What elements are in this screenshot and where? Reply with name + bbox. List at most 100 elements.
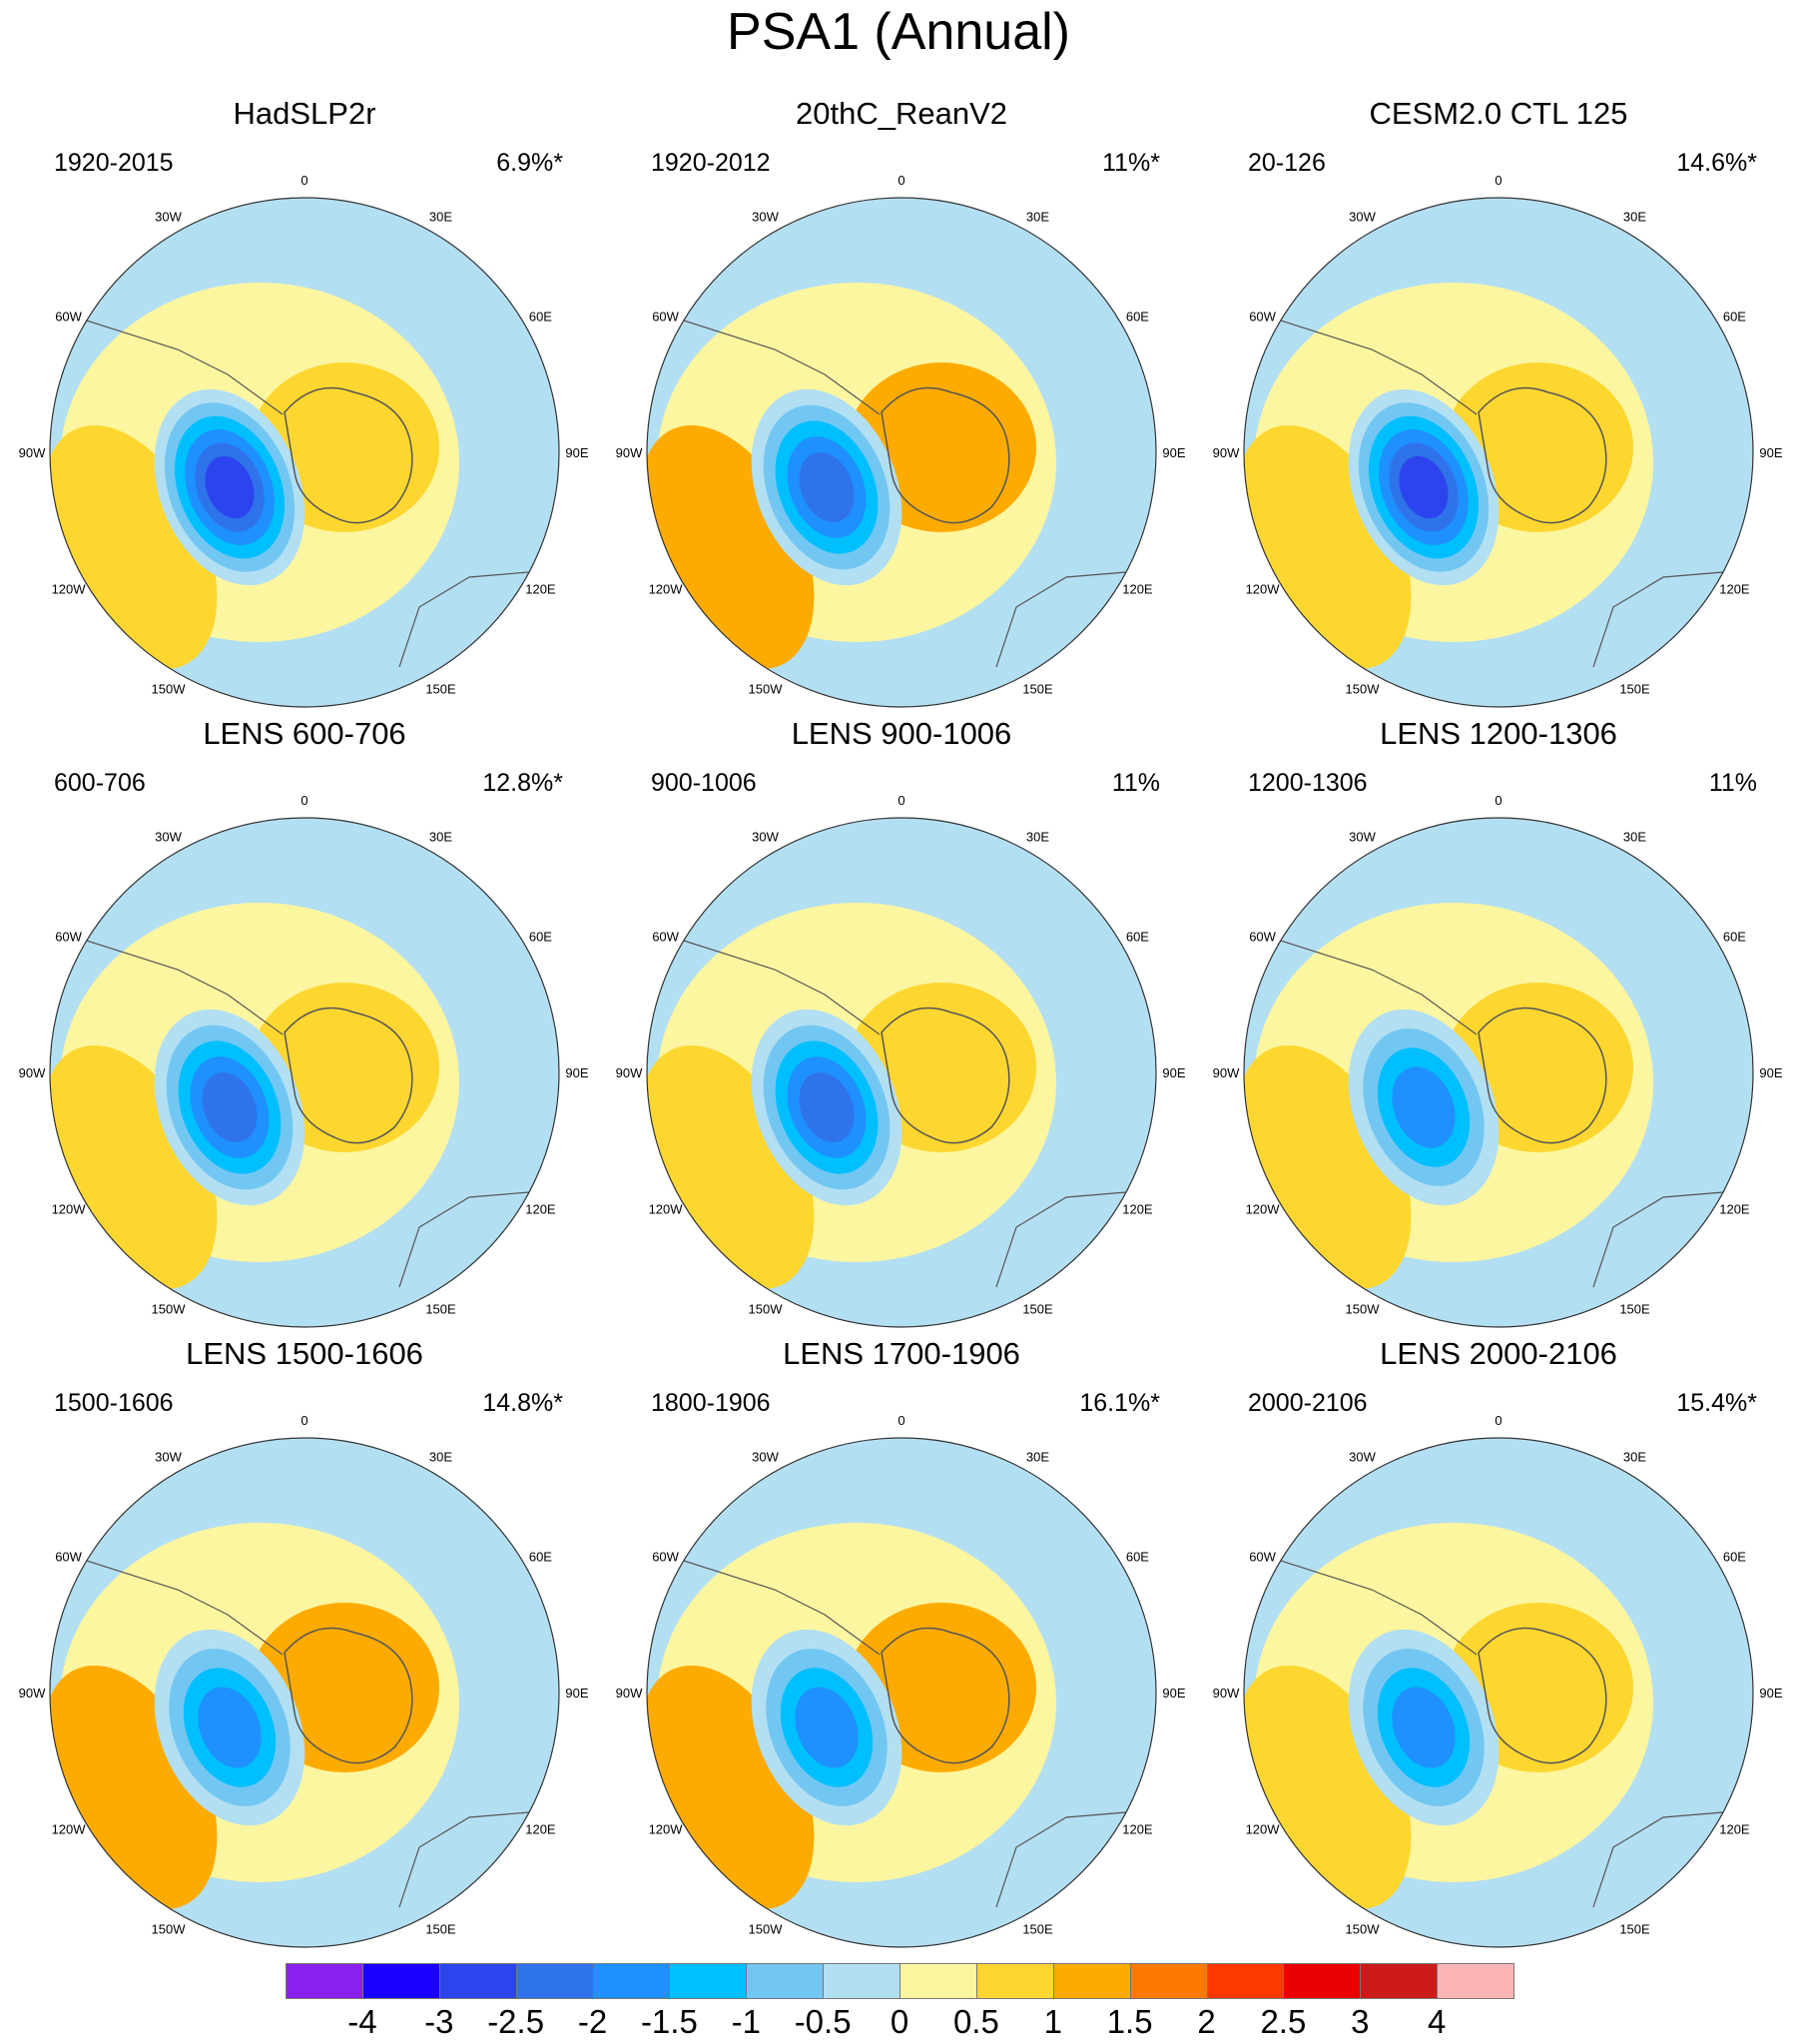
longitude-label: 150E — [425, 1921, 456, 1936]
longitude-label: 150W — [152, 681, 187, 696]
polar-map: 030E60E90E120E150E180150W120W90W60W30W — [1213, 1413, 1783, 1948]
longitude-label: 30E — [1623, 1450, 1646, 1465]
polar-map: 030E60E90E120E150E180150W120W90W60W30W — [616, 1413, 1186, 1948]
antarctica-coastline — [1478, 386, 1607, 524]
longitude-label: 30W — [752, 210, 779, 225]
antarctic-positive-core — [300, 1650, 389, 1725]
longitude-label: 90W — [616, 1065, 643, 1080]
polar-map: 030E60E90E120E150E180150W120W90W60W30W — [616, 793, 1186, 1328]
polar-map: 030E60E90E120E150E180150W120W90W60W30W — [19, 793, 589, 1328]
longitude-label: 0 — [300, 1413, 307, 1428]
map-panel: LENS 1500-1606 1500-1606 14.8%* 0 30E 60E 90E 1… — [10, 1336, 599, 1955]
longitude-label: 120W — [1246, 582, 1281, 597]
south-america-coastline — [1261, 934, 1478, 1035]
panel-variance-explained: 11% — [1708, 769, 1757, 797]
map-panel: LENS 2000-2106 2000-2106 15.4%* 0 30E 60E 90E 1… — [1204, 1336, 1793, 1955]
panel-variance-explained: 15.4%* — [1676, 1389, 1757, 1417]
panel-period: 900-1006 — [651, 769, 757, 797]
south-america-coastline — [1261, 1554, 1478, 1656]
colorbar-label: -0.5 — [794, 2003, 852, 2040]
longitude-label: 30E — [1623, 830, 1646, 845]
longitude-label: 120E — [1719, 582, 1750, 597]
south-america-coastline — [1261, 314, 1478, 415]
longitude-label: 90W — [1213, 445, 1240, 460]
panel-period: 1500-1606 — [54, 1389, 174, 1417]
longitude-label: 60E — [529, 930, 552, 945]
longitude-label: 90E — [565, 445, 588, 460]
longitude-label: 0 — [1495, 1413, 1501, 1428]
longitude-label: 60E — [1126, 930, 1149, 945]
panel-title: HadSLP2r — [233, 96, 376, 131]
colorbar-cell — [1360, 1963, 1439, 1999]
longitude-label: 0 — [898, 1413, 904, 1428]
colorbar-cell — [361, 1963, 440, 1999]
antarctica-coastline — [1478, 1007, 1607, 1144]
longitude-label: 30W — [1349, 830, 1376, 845]
panel-variance-explained: 6.9%* — [496, 149, 563, 177]
longitude-label: 60W — [652, 1550, 679, 1565]
panel-period: 1920-2012 — [651, 149, 771, 177]
south-america-coastline — [67, 1554, 284, 1656]
polar-map: 030E60E90E120E150E180150W120W90W60W30W — [1213, 793, 1783, 1328]
panel-period: 600-706 — [54, 769, 146, 797]
panel-title: LENS 1700-1906 — [783, 1336, 1020, 1371]
longitude-label: 90E — [565, 1686, 588, 1701]
longitude-label: 150W — [1346, 681, 1381, 696]
colorbar-cell — [286, 1963, 363, 1999]
colorbar-cell — [1283, 1963, 1362, 1999]
map-panel: LENS 600-706 600-706 12.8%* 0 30E 60E 90E 120E 1… — [10, 716, 599, 1335]
polar-map: 030E60E90E120E150E180150W120W90W60W30W — [1213, 173, 1783, 708]
map-boundary — [646, 197, 1157, 708]
longitude-label: 120W — [649, 1822, 684, 1837]
longitude-label: 150E — [425, 681, 456, 696]
longitude-label: 60W — [652, 310, 679, 325]
negative-anomaly-contour — [799, 452, 855, 522]
longitude-label: 30W — [155, 1450, 182, 1465]
longitude-label: 0 — [898, 793, 904, 808]
longitude-label: 150W — [749, 1301, 784, 1316]
antarctica-coastline — [881, 1007, 1010, 1144]
longitude-label: 90E — [1162, 1065, 1185, 1080]
longitude-label: 90W — [19, 1065, 46, 1080]
panel-period: 1800-1906 — [651, 1389, 771, 1417]
longitude-label: 120W — [52, 1202, 87, 1217]
longitude-label: 30E — [1623, 210, 1646, 225]
longitude-label: 120W — [649, 1202, 684, 1217]
antarctic-positive-core — [897, 409, 986, 485]
map-panel: LENS 1700-1906 1800-1906 16.1%* 0 30E 60E 90E 1… — [607, 1336, 1196, 1955]
panel-variance-explained: 14.6%* — [1676, 149, 1757, 177]
longitude-label: 120E — [1122, 582, 1153, 597]
longitude-label: 90W — [616, 445, 643, 460]
colorbar-cell — [975, 1963, 1054, 1999]
panel-title: LENS 1500-1606 — [186, 1336, 423, 1371]
south-america-coastline — [664, 934, 881, 1035]
antarctica-coastline — [284, 1007, 413, 1144]
longitude-label: 150E — [1022, 681, 1053, 696]
longitude-label: 60W — [55, 930, 82, 945]
polar-map: 030E60E90E120E150E180150W120W90W60W30W — [19, 173, 589, 708]
longitude-label: 90W — [19, 445, 46, 460]
map-boundary — [646, 1437, 1157, 1948]
antarctica-coastline — [1478, 1627, 1607, 1764]
antarctica-coastline — [284, 1627, 413, 1764]
longitude-label: 60W — [1249, 1550, 1276, 1565]
polar-map: 030E60E90E120E150E180150W120W90W60W30W — [19, 1413, 589, 1948]
longitude-label: 150W — [749, 1921, 784, 1936]
antarctic-positive-core — [897, 1650, 986, 1725]
longitude-label: 30E — [429, 210, 452, 225]
colorbar-cell — [592, 1963, 671, 1999]
colorbar-cell — [746, 1963, 825, 1999]
longitude-label: 30W — [155, 830, 182, 845]
map-boundary — [49, 197, 560, 708]
south-america-coastline — [664, 1554, 881, 1656]
negative-anomaly-contour — [1399, 455, 1449, 519]
colorbar-label: -2.5 — [487, 2003, 545, 2040]
colorbar-cell — [1129, 1963, 1208, 1999]
longitude-label: 60E — [1723, 310, 1746, 325]
longitude-label: 120E — [525, 1202, 556, 1217]
longitude-label: 30E — [429, 1450, 452, 1465]
panel-period: 1200-1306 — [1248, 769, 1368, 797]
colorbar-label: -2 — [577, 2003, 608, 2040]
negative-anomaly-contour — [1392, 1066, 1456, 1148]
map-boundary — [1243, 1437, 1754, 1948]
